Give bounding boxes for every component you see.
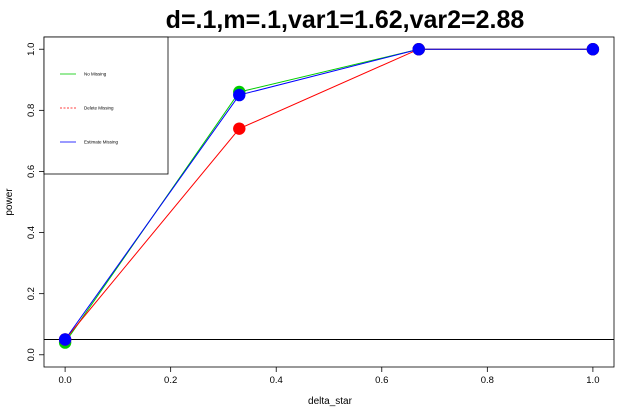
series-point-2: [586, 43, 600, 56]
series-point-2: [233, 88, 246, 102]
legend: No Missing Delete Missing Estimate Missing: [43, 36, 169, 175]
series-line-2: [64, 48, 593, 340]
series-points: [58, 43, 600, 349]
chart-title: d=.1,m=.1,var1=1.62,var2=2.88: [166, 6, 525, 34]
legend-label-2: Estimate Missing: [84, 140, 119, 145]
legend-box: [43, 36, 169, 175]
x-tick-label: 0.8: [481, 375, 494, 386]
y-tick-label: 1.0: [26, 43, 37, 56]
series-point-2: [58, 333, 72, 346]
y-tick-label: 0.6: [26, 165, 37, 178]
x-tick-label: 0.2: [164, 375, 177, 386]
y-axis-label: power: [4, 188, 15, 216]
x-tick-label: 0.0: [59, 375, 72, 386]
x-tick-label: 0.4: [270, 375, 283, 386]
y-tick-label: 0.2: [26, 287, 37, 300]
series-point-2: [412, 43, 425, 56]
plot-frame: [43, 36, 615, 368]
x-axis-label: delta_star: [308, 396, 353, 407]
series-lines: [64, 48, 593, 343]
x-tick-label: 0.6: [375, 375, 388, 386]
y-tick-label: 0.4: [26, 226, 37, 239]
x-axis: 0.0 0.2 0.4 0.6 0.8 1.0: [59, 367, 599, 386]
series-point-1: [233, 122, 246, 135]
y-tick-label: 0.8: [26, 104, 37, 117]
y-tick-label: 0.0: [26, 348, 37, 361]
legend-label-1: Delete Missing: [84, 106, 114, 111]
y-axis: 0.0 0.2 0.4 0.6 0.8 1.0: [26, 43, 44, 361]
x-tick-label: 1.0: [586, 375, 599, 386]
legend-label-0: No Missing: [84, 72, 107, 77]
